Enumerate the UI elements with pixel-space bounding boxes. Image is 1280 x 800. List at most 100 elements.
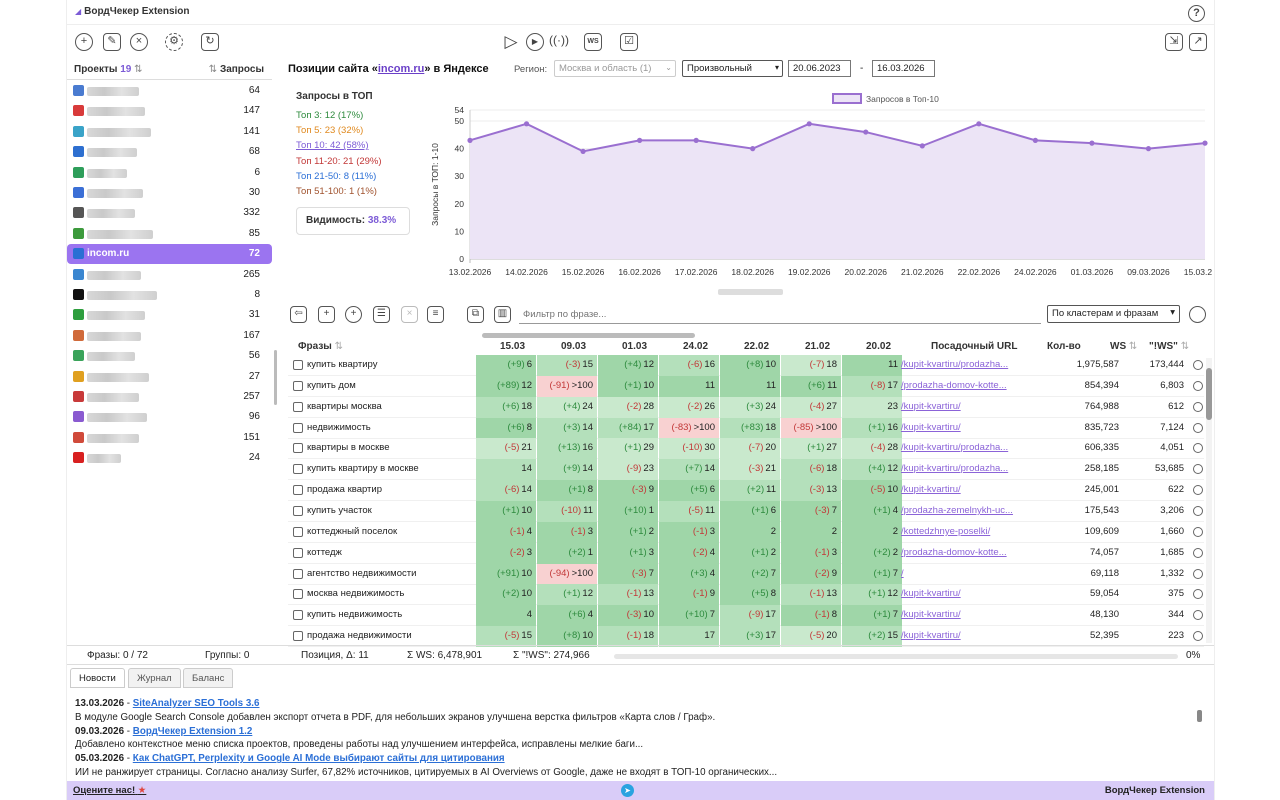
target-icon[interactable] xyxy=(1193,568,1203,579)
row-checkbox[interactable] xyxy=(293,485,303,496)
table-row[interactable]: москва недвижимость (+2) 10 (+1) 12 (-1) 13 (-1… xyxy=(288,584,1204,606)
project-item[interactable]: 85 xyxy=(67,224,272,244)
target-icon[interactable] xyxy=(1193,547,1203,558)
table-row[interactable]: коттедж (-2) 3 (+2) 1 (+1) 3 (-2) 4 (+1) 2 (-1) 3 (+2… xyxy=(288,542,1204,564)
sort-icon[interactable]: ⇅ xyxy=(134,64,143,75)
projects-scrollbar[interactable] xyxy=(274,350,277,405)
palette-icon[interactable] xyxy=(1189,306,1206,323)
target-icon[interactable] xyxy=(1193,380,1203,391)
row-checkbox[interactable] xyxy=(293,443,303,454)
telegram-icon[interactable]: ➤ xyxy=(621,784,634,797)
col-date[interactable]: 20.02 xyxy=(866,341,892,352)
date-to-input[interactable]: 16.03.2026 xyxy=(872,60,935,77)
import-icon[interactable]: ⇲ xyxy=(1165,33,1183,51)
project-item[interactable]: 64 xyxy=(67,81,272,101)
add-phrase-icon[interactable]: + xyxy=(345,306,362,323)
chart-scrollbar[interactable] xyxy=(718,289,783,295)
table-row[interactable]: продажа квартир (-6) 14 (+1) 8 (-3) 9 (+5) 6 (+2)… xyxy=(288,480,1204,502)
col-date[interactable]: 22.02 xyxy=(744,341,770,352)
col-date[interactable]: 01.03 xyxy=(622,341,648,352)
site-link[interactable]: incom.ru xyxy=(377,63,425,75)
tab-news[interactable]: Новости xyxy=(70,668,125,688)
settings-gear-icon[interactable]: ⚙ xyxy=(165,33,183,51)
columns-icon[interactable]: ▥ xyxy=(494,306,511,323)
row-checkbox[interactable] xyxy=(293,401,303,412)
date-from-input[interactable]: 20.06.2023 xyxy=(788,60,851,77)
phrase-filter-input[interactable] xyxy=(519,306,1041,324)
project-item[interactable]: 96 xyxy=(67,407,272,427)
cluster-select[interactable]: По кластерам и фразам ▾ xyxy=(1047,305,1180,323)
project-item[interactable]: 147 xyxy=(67,101,272,121)
target-icon[interactable] xyxy=(1193,589,1203,600)
project-item[interactable]: 6 xyxy=(67,163,272,183)
project-item[interactable]: 8 xyxy=(67,285,272,305)
row-checkbox[interactable] xyxy=(293,505,303,516)
target-icon[interactable] xyxy=(1193,422,1203,433)
project-item[interactable]: 257 xyxy=(67,387,272,407)
landing-url-link[interactable]: / xyxy=(901,567,904,579)
table-row[interactable]: продажа недвижимости (-5) 15 (+8) 10 (-1) 18 17… xyxy=(288,626,1204,648)
project-item[interactable]: 68 xyxy=(67,142,272,162)
row-checkbox[interactable] xyxy=(293,631,303,642)
import-file-icon[interactable]: ⇦ xyxy=(290,306,307,323)
table-row[interactable]: коттеджный поселок (-1) 4 (-1) 3 (+1) 2 (-1) 3 2 2… xyxy=(288,521,1204,543)
target-icon[interactable] xyxy=(1193,631,1203,642)
table-row[interactable]: купить квартиру (+9) 6 (-3) 15 (+4) 12 (-6) 16 (+… xyxy=(288,355,1204,376)
add-file-icon[interactable]: + xyxy=(318,306,335,323)
target-icon[interactable] xyxy=(1193,505,1203,516)
row-checkbox[interactable] xyxy=(293,568,303,579)
target-icon[interactable] xyxy=(1193,610,1203,621)
news-scrollbar[interactable] xyxy=(1197,710,1202,722)
ws-icon[interactable]: WS xyxy=(584,33,602,51)
target-icon[interactable] xyxy=(1193,443,1203,454)
col-count[interactable]: Кол-во xyxy=(1047,341,1081,352)
project-item[interactable]: 56 xyxy=(67,346,272,366)
target-icon[interactable] xyxy=(1193,360,1203,370)
landing-url-link[interactable]: /kupit-kvartiru/ xyxy=(901,588,961,600)
row-checkbox[interactable] xyxy=(293,380,303,391)
table-row[interactable]: квартиры в москве (-5) 21 (+13) 16 (+1) 29 (-10… xyxy=(288,438,1204,460)
sort-icon[interactable]: ⇅ xyxy=(208,64,218,75)
news-link[interactable]: ВордЧекер Extension 1.2 xyxy=(132,725,253,737)
clipboard-icon[interactable]: ☑ xyxy=(620,33,638,51)
add-project-icon[interactable]: + xyxy=(75,33,93,51)
table-row[interactable]: купить участок (+1) 10 (-10) 11 (+10) 1 (-5) 11(… xyxy=(288,500,1204,522)
landing-url-link[interactable]: /kupit-kvartiru/prodazha... xyxy=(901,442,1009,454)
table-row[interactable]: квартиры москва (+6) 18 (+4) 24 (-2) 28 (-2) 26(… xyxy=(288,396,1204,418)
row-checkbox[interactable] xyxy=(293,526,303,537)
target-icon[interactable] xyxy=(1193,526,1203,537)
project-item[interactable]: 30 xyxy=(67,183,272,203)
project-item[interactable]: 332 xyxy=(67,203,272,223)
row-checkbox[interactable] xyxy=(293,589,303,600)
landing-url-link[interactable]: /kupit-kvartiru/ xyxy=(901,609,961,621)
landing-url-link[interactable]: /kupit-kvartiru/prodazha... xyxy=(901,359,1009,370)
landing-url-link[interactable]: /prodazha-zemelnykh-uc... xyxy=(901,504,1013,516)
top-stat-line[interactable]: Топ 10: 42 (58%) xyxy=(296,140,369,152)
delete-icon[interactable]: × xyxy=(401,306,418,323)
row-checkbox[interactable] xyxy=(293,547,303,558)
landing-url-link[interactable]: /prodazha-domov-kotte... xyxy=(901,379,1007,391)
delete-project-icon[interactable]: × xyxy=(130,33,148,51)
project-item[interactable]: 265 xyxy=(67,265,272,285)
checklist-icon[interactable]: ☰ xyxy=(373,306,390,323)
row-checkbox[interactable] xyxy=(293,464,303,475)
broadcast-icon[interactable]: ((·)) xyxy=(549,33,569,47)
rate-us-link[interactable]: Оцените нас! ★ xyxy=(73,785,147,796)
col-date[interactable]: 09.03 xyxy=(561,341,587,352)
landing-url-link[interactable]: /kottedzhnye-poselki/ xyxy=(901,525,991,537)
period-select[interactable]: Произвольный ▾ xyxy=(682,60,783,77)
table-vertical-scrollbar[interactable] xyxy=(1206,358,1212,643)
landing-url-link[interactable]: /prodazha-domov-kotte... xyxy=(901,546,1007,558)
col-iws[interactable]: "!WS" ⇅ xyxy=(1149,341,1190,352)
play-circle-icon[interactable]: ▶ xyxy=(526,33,544,51)
landing-url-link[interactable]: /kupit-kvartiru/ xyxy=(901,421,961,433)
news-link[interactable]: Как ChatGPT, Perplexity и Google AI Mode… xyxy=(132,753,505,765)
table-row[interactable]: агентство недвижимости (+91) 10 (-94) >100 (-… xyxy=(288,563,1204,585)
row-checkbox[interactable] xyxy=(293,360,303,370)
col-ws[interactable]: WS ⇅ xyxy=(1110,341,1138,352)
table-row[interactable]: купить квартиру в москве 14 (+9) 14 (-9) 23 (+… xyxy=(288,459,1204,481)
play-icon[interactable]: ▷ xyxy=(504,32,518,51)
table-row[interactable]: купить дом (+89) 12 (-91) >100 (+1) 10 11 11 (+6)… xyxy=(288,375,1204,397)
landing-url-link[interactable]: /kupit-kvartiru/ xyxy=(901,484,961,496)
edit-project-icon[interactable]: ✎ xyxy=(103,33,121,51)
